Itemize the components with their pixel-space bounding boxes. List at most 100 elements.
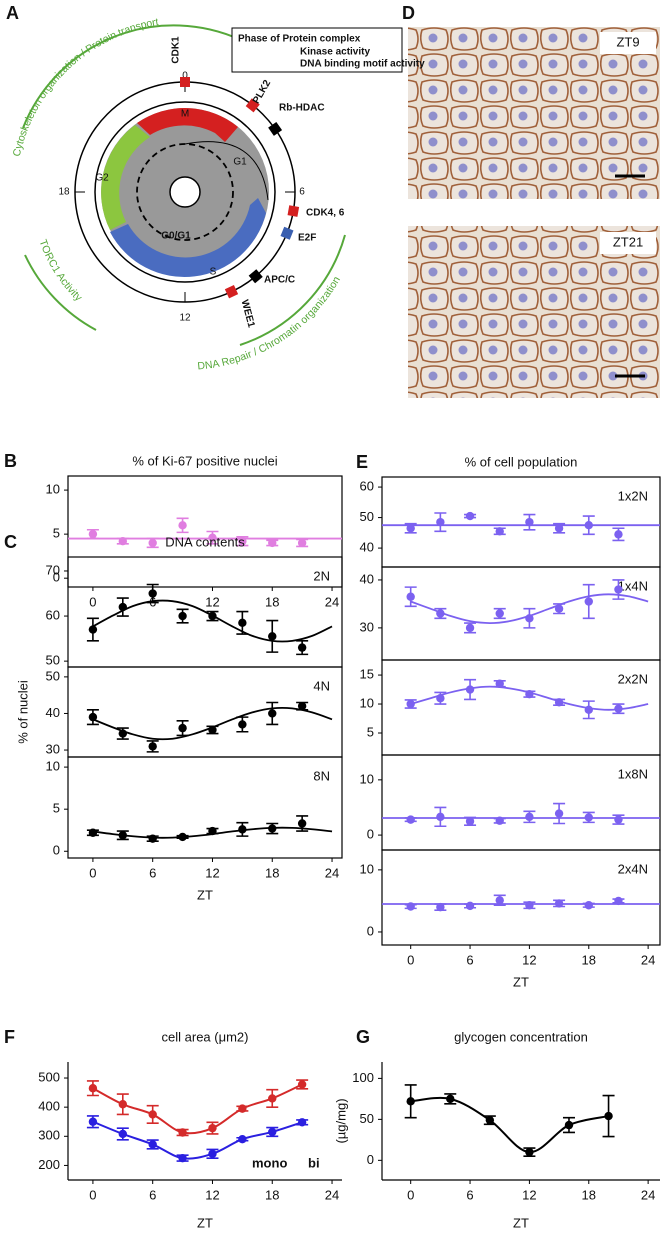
data-point	[238, 720, 247, 729]
data-point	[406, 815, 415, 824]
data-point	[614, 704, 623, 713]
image-label: ZT9	[616, 34, 639, 49]
x-tick-label: 12	[205, 1187, 219, 1202]
data-point	[88, 1084, 98, 1093]
data-point	[118, 831, 128, 840]
data-point	[297, 701, 307, 711]
y-tick-label: 300	[38, 1128, 60, 1143]
y-tick-label: 70	[46, 562, 60, 577]
protein-label: CDK4, 6	[306, 208, 345, 219]
process-arc	[22, 24, 241, 129]
data-point	[614, 896, 623, 906]
data-point	[614, 815, 623, 824]
panel-label: 1x8N	[618, 766, 648, 781]
data-point	[208, 611, 217, 621]
data-point	[406, 902, 415, 911]
x-tick-label: 0	[89, 594, 96, 609]
y-axis-label: % of nuclei	[15, 680, 30, 744]
y-tick-label: 0	[367, 827, 374, 842]
data-point	[238, 618, 247, 628]
plot-frame	[67, 666, 343, 758]
data-point	[465, 817, 475, 826]
x-tick-label: 18	[265, 594, 279, 609]
y-tick-label: 10	[360, 861, 374, 876]
series-line	[92, 1083, 303, 1135]
panel-letter: C	[4, 532, 17, 552]
x-tick-label: 6	[149, 865, 156, 880]
data-point	[178, 521, 187, 530]
data-point	[238, 825, 247, 834]
data-point	[406, 1097, 415, 1106]
data-point	[297, 643, 307, 652]
protein-label: Rb-HDAC	[279, 103, 325, 114]
data-point	[148, 589, 157, 598]
data-point	[554, 899, 564, 908]
x-axis-label: ZT	[197, 1215, 213, 1230]
panel-letter: B	[4, 451, 17, 471]
data-point	[465, 685, 475, 694]
panel-label: 2x2N	[618, 671, 648, 686]
data-point	[436, 812, 445, 822]
phase-label: G2	[95, 173, 109, 184]
y-tick-label: 15	[360, 666, 374, 681]
y-tick-label: 10	[46, 482, 60, 497]
protein-marker	[224, 285, 239, 299]
clock-label: 0	[182, 71, 188, 82]
panel-letter: G	[356, 1027, 370, 1047]
legend-entry: bi	[308, 1155, 320, 1170]
legend-item: DNA binding motif activity	[300, 59, 425, 70]
process-arc	[239, 234, 346, 346]
x-tick-label: 12	[205, 865, 219, 880]
panel-label: 8N	[313, 768, 330, 783]
data-point	[88, 625, 98, 634]
x-tick-label: 18	[265, 1187, 279, 1202]
chart-title: glycogen concentration	[454, 1029, 588, 1044]
y-tick-label: 40	[46, 705, 60, 720]
data-point	[525, 517, 534, 527]
process-arc	[24, 254, 97, 331]
phase-g2	[101, 125, 150, 230]
process-label: TORC1 Activity	[37, 238, 85, 304]
data-point	[268, 632, 277, 641]
x-tick-label: 18	[265, 865, 279, 880]
data-point	[268, 1094, 277, 1103]
y-tick-label: 40	[360, 571, 374, 586]
panel-label: 2x4N	[618, 861, 648, 876]
protein-marker	[248, 269, 263, 284]
protein-label: APC/C	[264, 275, 295, 286]
data-point	[465, 901, 475, 911]
clock-label: 6	[299, 187, 305, 198]
chart-title: cell area (μm2)	[162, 1029, 249, 1044]
protein-marker	[268, 121, 283, 136]
panel-letter: F	[4, 1027, 15, 1047]
data-point	[268, 538, 277, 548]
y-axis-label: (µg/mg)	[333, 1098, 348, 1143]
data-point	[436, 694, 445, 703]
data-point	[584, 597, 593, 606]
phase-label: S	[210, 267, 217, 278]
plot-frame	[67, 756, 343, 859]
panel-label: 1x4N	[618, 578, 648, 593]
panel-letter: D	[402, 3, 415, 23]
data-point	[238, 1104, 247, 1113]
data-point	[268, 709, 277, 718]
data-point	[208, 1149, 217, 1158]
y-tick-label: 0	[53, 843, 60, 858]
legend-title: Phase of Protein complex	[238, 34, 361, 45]
micrograph	[408, 27, 660, 199]
x-tick-label: 12	[205, 594, 219, 609]
cycle-arrow	[184, 141, 269, 201]
data-point	[118, 1100, 128, 1109]
data-point	[178, 832, 187, 842]
x-tick-label: 24	[325, 594, 339, 609]
series-line	[410, 1096, 609, 1154]
data-point	[525, 689, 534, 699]
data-point	[178, 611, 187, 621]
x-tick-label: 12	[522, 1187, 536, 1202]
panel-label: 2N	[313, 568, 330, 583]
y-tick-label: 200	[38, 1157, 60, 1172]
data-point	[297, 1080, 307, 1089]
clock-label: 12	[179, 313, 191, 324]
legend-item: Kinase activity	[300, 47, 370, 58]
